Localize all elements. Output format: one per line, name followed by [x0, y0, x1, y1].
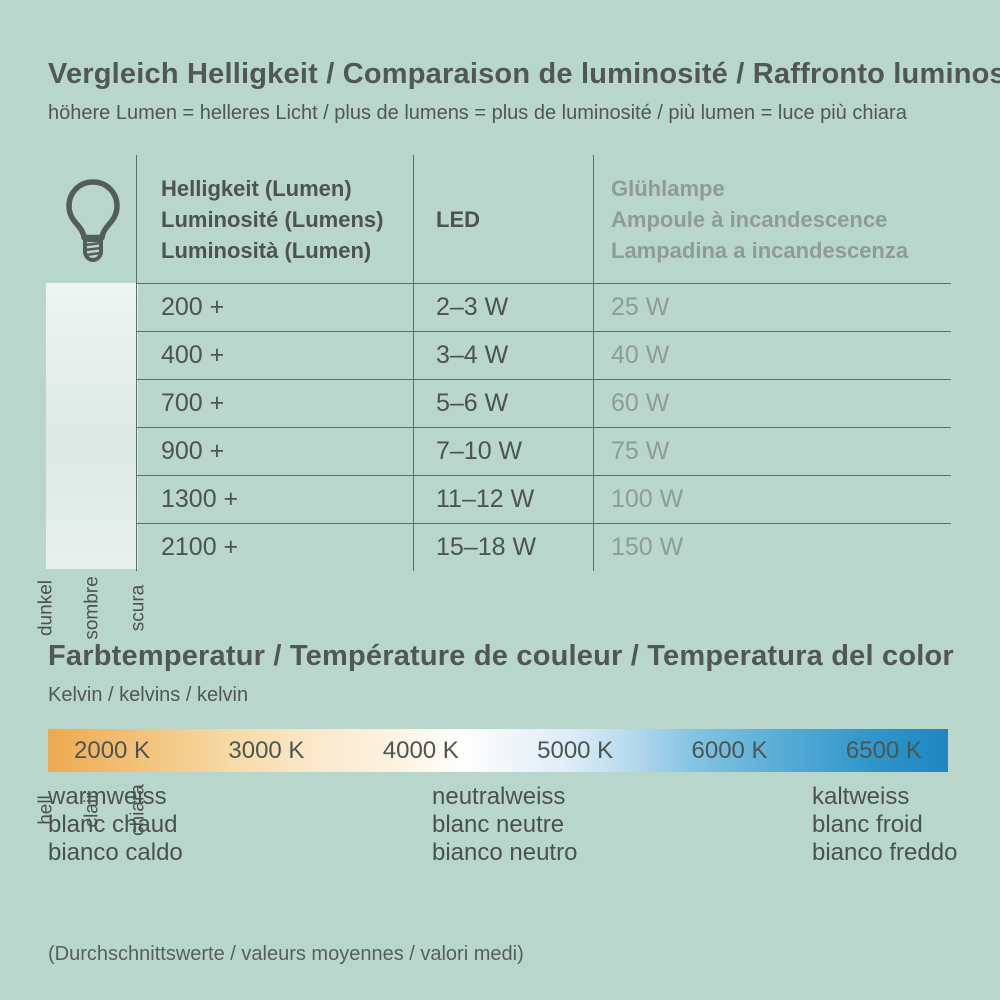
kelvin-gradient-bar: 2000 K 3000 K 4000 K 5000 K 6000 K 6500 … [48, 729, 948, 772]
table-row-incandescent: 25 W [593, 283, 951, 331]
kelvin-tick: 4000 K [382, 736, 459, 764]
table-row-lumen: 1300 + [137, 475, 413, 523]
color-temperature-title: Farbtemperatur / Température de couleur … [48, 640, 954, 672]
kelvin-tick: 6000 K [691, 736, 768, 764]
table-row-lumen: 900 + [137, 427, 413, 475]
table-row-incandescent: 75 W [593, 427, 951, 475]
category-cold-white: kaltweiss blanc froid bianco freddo [812, 783, 958, 866]
table-row-incandescent: 40 W [593, 331, 951, 379]
table-row-led: 2–3 W [413, 283, 593, 331]
table-row-led: 7–10 W [413, 427, 593, 475]
scale-dark-label: dunkel sombre scura [35, 576, 149, 640]
table-row-lumen: 2100 + [137, 523, 413, 571]
table-row-led: 11–12 W [413, 475, 593, 523]
brightness-title: Vergleich Helligkeit / Comparaison de lu… [48, 58, 1000, 90]
kelvin-tick: 6500 K [845, 736, 922, 764]
kelvin-tick: 5000 K [537, 736, 614, 764]
category-warm-white: warmweiss blanc chaud bianco caldo [48, 783, 183, 866]
brightness-table: Helligkeit (Lumen) Luminosité (Lumens) L… [136, 155, 951, 571]
header-lumen: Helligkeit (Lumen) Luminosité (Lumens) L… [161, 175, 384, 263]
bulb-icon [60, 178, 126, 271]
brightness-scale-strip: dunkel sombre scura hell clair chiara [36, 283, 149, 836]
table-row-led: 3–4 W [413, 331, 593, 379]
table-row-incandescent: 100 W [593, 475, 951, 523]
kelvin-subtitle: Kelvin / kelvins / kelvin [48, 684, 249, 706]
header-led: LED [413, 155, 593, 283]
average-values-note: (Durchschnittswerte / valeurs moyennes /… [48, 943, 524, 965]
header-incandescent: Glühlampe Ampoule à incandescence Lampad… [593, 155, 951, 283]
table-row-lumen: 700 + [137, 379, 413, 427]
table-row-incandescent: 150 W [593, 523, 951, 571]
table-row-led: 15–18 W [413, 523, 593, 571]
category-neutral-white: neutralweiss blanc neutre bianco neutro [432, 783, 578, 866]
table-row-incandescent: 60 W [593, 379, 951, 427]
brightness-subtitle: höhere Lumen = helleres Licht / plus de … [48, 102, 907, 124]
table-row-led: 5–6 W [413, 379, 593, 427]
kelvin-tick: 2000 K [74, 736, 151, 764]
table-row-lumen: 400 + [137, 331, 413, 379]
table-row-lumen: 200 + [137, 283, 413, 331]
kelvin-tick: 3000 K [228, 736, 305, 764]
